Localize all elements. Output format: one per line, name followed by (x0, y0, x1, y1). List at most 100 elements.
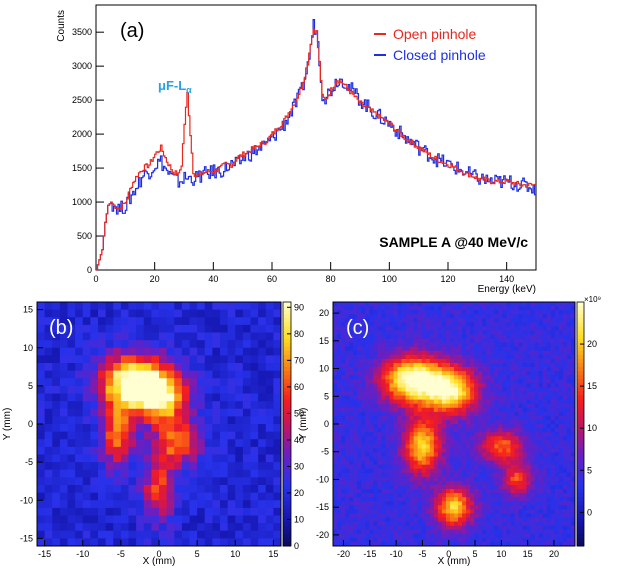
heatmap-cell (470, 509, 475, 514)
heatmap-cell (482, 379, 487, 384)
heatmap-cell (425, 513, 431, 518)
heatmap-cell (441, 485, 447, 490)
heatmap-cell (478, 436, 483, 441)
heatmap-cell (75, 454, 84, 463)
heatmap-cell (273, 385, 282, 394)
heatmap-cell (502, 415, 507, 421)
heatmap-cell (494, 395, 499, 400)
heatmap-cell (502, 424, 507, 429)
heatmap-cell (502, 521, 507, 527)
heatmap-cell (389, 302, 394, 307)
heatmap-cell (128, 302, 137, 311)
heatmap-cell (538, 509, 544, 514)
heatmap-cell (75, 332, 84, 341)
heatmap-cell (82, 332, 91, 341)
heatmap-cell (181, 355, 190, 364)
heatmap-cell (82, 309, 91, 318)
heatmap-cell (454, 411, 459, 417)
heatmap-cell (349, 533, 354, 539)
heatmap-cell (526, 302, 532, 307)
heatmap-cell (405, 456, 411, 461)
heatmap-cell (381, 517, 386, 522)
colorbar-segment (283, 468, 291, 474)
heatmap-cell (462, 493, 467, 498)
heatmap-cell (522, 525, 527, 531)
heatmap-cell (482, 517, 487, 522)
heatmap-cell (349, 403, 354, 409)
heatmap-cell (361, 391, 366, 396)
heatmap-cell (151, 355, 160, 364)
heatmap-cell (393, 533, 398, 539)
heatmap-cell (486, 330, 491, 335)
heatmap-cell (466, 448, 471, 453)
heatmap-cell (385, 456, 390, 461)
heatmap-cell (478, 354, 483, 360)
heatmap-cell (425, 415, 431, 421)
heatmap-cell (421, 436, 427, 441)
heatmap-cell (98, 454, 107, 463)
heatmap-cell (151, 324, 160, 333)
heatmap-cell (518, 489, 523, 494)
heatmap-cell (377, 493, 382, 498)
heatmap-cell (506, 509, 511, 514)
heatmap-cell (204, 454, 213, 463)
heatmap-cell (510, 415, 515, 421)
heatmap-cell (510, 383, 515, 388)
colorbar-segment (283, 537, 291, 543)
y-tick-label: 10 (319, 364, 329, 374)
heatmap-cell (349, 306, 354, 311)
heatmap-cell (462, 415, 467, 421)
heatmap-cell (401, 411, 406, 417)
heatmap-cell (498, 537, 503, 543)
heatmap-cell (522, 367, 527, 372)
heatmap-cell (82, 446, 91, 455)
heatmap-cell (526, 419, 532, 425)
heatmap-cell (381, 310, 386, 315)
heatmap-cell (458, 306, 463, 311)
heatmap-cell (405, 513, 411, 518)
heatmap-cell (44, 492, 53, 501)
heatmap-cell (113, 424, 122, 433)
heatmap-cell (212, 393, 221, 402)
colorbar-segment (577, 424, 584, 429)
heatmap-cell (98, 332, 107, 341)
heatmap-cell (417, 513, 423, 518)
heatmap-cell (421, 464, 427, 470)
heatmap-cell (546, 322, 552, 327)
colorbar-segment (577, 419, 584, 425)
heatmap-cell (526, 322, 532, 327)
heatmap-cell (401, 383, 406, 388)
heatmap-cell (413, 480, 419, 486)
heatmap-cell (566, 541, 572, 547)
heatmap-cell (409, 497, 415, 502)
heatmap-cell (462, 346, 467, 352)
heatmap-cell (365, 403, 370, 409)
heatmap-cell (470, 472, 475, 478)
heatmap-cell (353, 330, 358, 335)
heatmap-cell (235, 317, 244, 326)
heatmap-cell (530, 310, 536, 315)
heatmap-cell (437, 464, 443, 470)
heatmap-cell (522, 497, 527, 502)
heatmap-cell (478, 363, 483, 368)
heatmap-cell (120, 332, 129, 341)
heatmap-cell (365, 480, 370, 486)
heatmap-cell (425, 391, 431, 396)
spectrum-plot-frame (95, 4, 537, 271)
heatmap-cell (159, 500, 168, 509)
heatmap-cell (490, 424, 495, 429)
heatmap-cell (397, 363, 402, 368)
heatmap-cell (143, 317, 152, 326)
heatmap-cell (466, 399, 471, 405)
heatmap-cell (433, 391, 439, 396)
heatmap-cell (558, 497, 564, 502)
heatmap-cell (417, 444, 423, 449)
heatmap-cell (381, 468, 386, 474)
heatmap-cell (474, 387, 479, 392)
heatmap-cell (429, 509, 435, 514)
heatmap-cell (197, 416, 206, 425)
heatmap-cell (405, 460, 411, 466)
heatmap-cell (474, 371, 479, 376)
heatmap-cell (59, 477, 68, 486)
heatmap-cell (37, 370, 46, 379)
